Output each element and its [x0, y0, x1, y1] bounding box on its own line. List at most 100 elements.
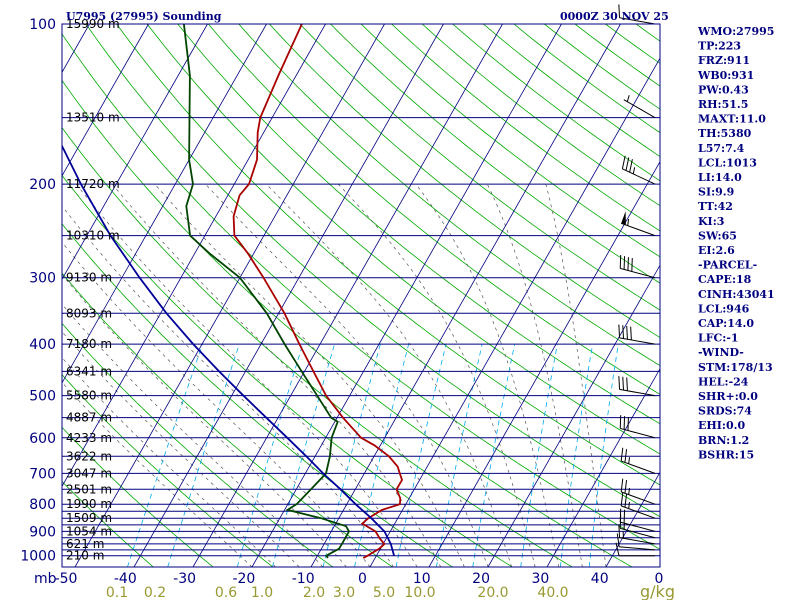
isotherm: [251, 24, 562, 567]
valid-time: 0000Z 30 NOV 25: [560, 10, 669, 23]
height-label: 3047 m: [66, 466, 112, 480]
stability-index-entry: HEL:-24: [698, 375, 749, 388]
wind-barb: [620, 447, 656, 474]
isotherm: [369, 57, 660, 567]
mixing-ratio-line: [236, 343, 304, 567]
series-parcel-line: [62, 143, 395, 556]
wind-barb-flag: [624, 449, 628, 463]
wind-barb-staff: [619, 537, 656, 545]
wind-barb: [620, 478, 656, 505]
wind-barb-half-flag: [632, 167, 636, 175]
height-label: 10310 m: [66, 229, 120, 243]
dry-adiabat: [62, 374, 274, 567]
dry-adiabat: [62, 126, 573, 567]
wind-barb: [618, 376, 656, 397]
stability-index-entry: -WIND-: [698, 346, 744, 359]
mixing-ratio-tick-label: 10.0: [404, 585, 435, 600]
moist-adiabat: [76, 183, 418, 567]
stability-index-entry: LI:14.0: [698, 171, 742, 184]
mixing-ratio-unit-label: g/kg: [640, 582, 675, 600]
stability-index-entry: LCL:946: [698, 302, 750, 315]
height-label: 9130 m: [66, 271, 112, 285]
temperature-tick-label: -30: [173, 571, 196, 587]
wind-barb-flag: [622, 325, 624, 339]
stability-index-entry: STM:178/13: [698, 361, 773, 374]
wind-barb-half-flag: [628, 457, 630, 464]
height-label: 11720 m: [66, 177, 120, 191]
pressure-tick-label: 500: [29, 389, 56, 405]
wind-barb-flag: [626, 325, 628, 340]
height-label: 5580 m: [66, 389, 112, 403]
wind-barb-staff: [622, 168, 656, 185]
sounding-series: [62, 24, 403, 559]
wind-barb-flag: [622, 376, 624, 391]
isotherm: [192, 24, 503, 567]
isotherm: [546, 367, 660, 567]
wind-barb-flag: [629, 159, 633, 173]
stability-index-entry: SW:65: [698, 229, 737, 242]
mixing-ratio-tick-label: 0.2: [144, 585, 166, 600]
dry-adiabat: [238, 24, 660, 367]
pressure-tick-label: 200: [29, 177, 56, 193]
height-label: 15990 m: [66, 17, 120, 31]
stability-index-entry: -PARCEL-: [698, 259, 757, 272]
dry-adiabat: [85, 24, 660, 518]
wind-barb-staff: [621, 460, 656, 474]
dry-adiabat: [207, 24, 660, 395]
wind-barb: [621, 211, 656, 237]
wind-barb-flag: [618, 524, 621, 538]
pressure-tick-label: 600: [29, 431, 56, 447]
height-label: 210 m: [66, 549, 104, 563]
height-label: 3622 m: [66, 449, 112, 463]
dry-adiabat: [62, 480, 154, 567]
stability-index-entry: SRDS:74: [698, 405, 752, 418]
height-label: 621 m: [66, 537, 104, 551]
wind-barb-staff: [620, 527, 656, 539]
dry-adiabat: [146, 24, 660, 455]
height-label: 7180 m: [66, 337, 112, 351]
mixing-ratio-tick-label: 0.1: [106, 585, 128, 600]
wind-barb-flag: [618, 324, 621, 338]
isotherm: [62, 24, 208, 281]
stability-index-entry: WMO:27995: [697, 25, 774, 38]
mixing-ratio-line: [322, 343, 381, 567]
mixing-ratio-line: [354, 343, 410, 567]
isotherm: [428, 160, 660, 567]
stability-index-entry: CAP:14.0: [698, 317, 754, 330]
pressure-tick-label: 1000: [20, 549, 56, 565]
mixing-ratio-line: [588, 344, 619, 567]
isotherm: [0, 24, 31, 567]
height-label: 1509 m: [66, 511, 112, 525]
mixing-ratio-line: [127, 343, 203, 567]
stability-index-entry: EHI:0.0: [698, 419, 745, 432]
wind-barb: [620, 492, 656, 519]
moist-adiabat: [266, 183, 512, 567]
stability-index-entry: BSHR:15: [698, 448, 754, 461]
moist-adiabat: [205, 183, 489, 567]
pressure-tick-label: 900: [29, 524, 56, 540]
stability-index-entry: LFC:-1: [698, 332, 739, 345]
wind-barb-staff: [619, 388, 656, 397]
height-label: 13510 m: [66, 111, 120, 125]
mixing-ratio-tick-label: 3.0: [333, 585, 355, 600]
mixing-ratio-line: [272, 343, 335, 567]
stability-index-entry: TT:42: [698, 200, 733, 213]
mixing-ratio-tick-label: 1.0: [251, 585, 273, 600]
isotherm: [487, 264, 660, 567]
stability-index-entry: FRZ:911: [698, 54, 750, 67]
chart-title: U7995 (27995) Sounding: [66, 10, 222, 23]
stability-index-entry: SHR+:0.0: [698, 390, 758, 403]
mixing-ratio-tick-label: 0.6: [215, 585, 237, 600]
dry-adiabat: [62, 79, 633, 567]
pressure-tick-label: 700: [29, 466, 56, 482]
dry-adiabat: [360, 24, 660, 258]
dry-adiabat: [62, 174, 513, 567]
wind-barb-flag: [618, 376, 621, 390]
stability-index-entry: TH:5380: [698, 127, 752, 140]
temperature-tick-label: 0: [358, 571, 367, 587]
moist-adiabat: [545, 184, 607, 567]
pressure-tick-label: 100: [29, 17, 56, 33]
series-dewpoint-line: [183, 24, 351, 559]
